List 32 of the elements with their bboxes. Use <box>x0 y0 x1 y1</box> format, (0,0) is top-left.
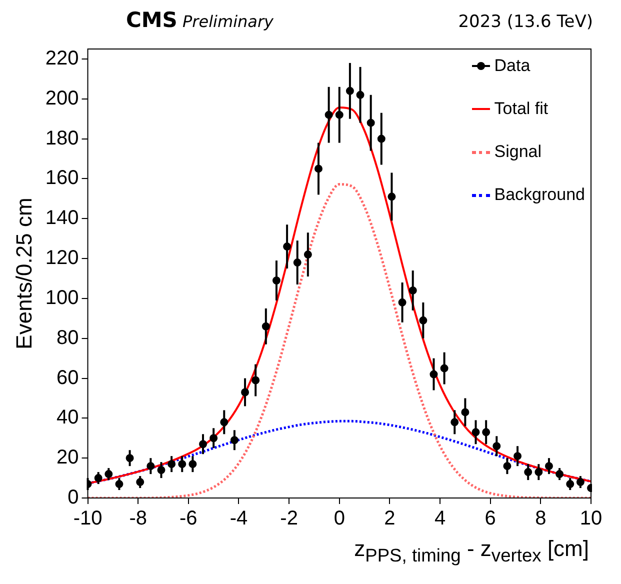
y-tick-label: 140 <box>45 207 79 230</box>
chart-title: CMS <box>126 8 178 32</box>
y-axis-title: Events/0.25 cm <box>11 198 36 350</box>
x-axis-title: z$_{PPS, timing}$ - z$_{vertex}$ [cm] <box>353 536 590 566</box>
x-tick-label: 8 <box>535 508 546 530</box>
legend-label: Data <box>494 56 530 76</box>
y-tick-label: 80 <box>56 326 79 349</box>
x-tick-label: 10 <box>580 508 602 530</box>
y-tick-label: 180 <box>45 127 79 150</box>
x-tick-label: 4 <box>434 508 446 530</box>
x-tick-label: 6 <box>484 508 496 530</box>
y-tick-label: 200 <box>45 87 79 110</box>
y-tick-label: 20 <box>56 446 79 469</box>
y-tick-label: 160 <box>45 167 79 190</box>
chart-subtitle: Preliminary <box>182 12 274 31</box>
x-tick-label: -10 <box>73 508 102 530</box>
x-tick-label: 0 <box>334 508 345 530</box>
text: 2023 (13.6 TeV) <box>458 12 593 32</box>
x-tick-label: 2 <box>384 508 396 530</box>
x-tick-label: -8 <box>129 508 147 530</box>
legend-label: Background <box>494 184 585 204</box>
legend-label: Total fit <box>494 98 548 118</box>
y-tick-label: 220 <box>45 47 79 70</box>
y-tick-label: 40 <box>56 406 79 429</box>
y-tick-label: 120 <box>45 247 79 270</box>
x-tick-label: -2 <box>280 508 298 530</box>
x-tick-label: -4 <box>230 508 248 530</box>
legend-label: Signal <box>494 142 542 162</box>
x-tick-label: -6 <box>180 508 198 530</box>
y-tick-label: 0 <box>68 486 79 509</box>
y-tick-label: 100 <box>45 286 79 309</box>
y-tick-label: 60 <box>56 366 79 389</box>
